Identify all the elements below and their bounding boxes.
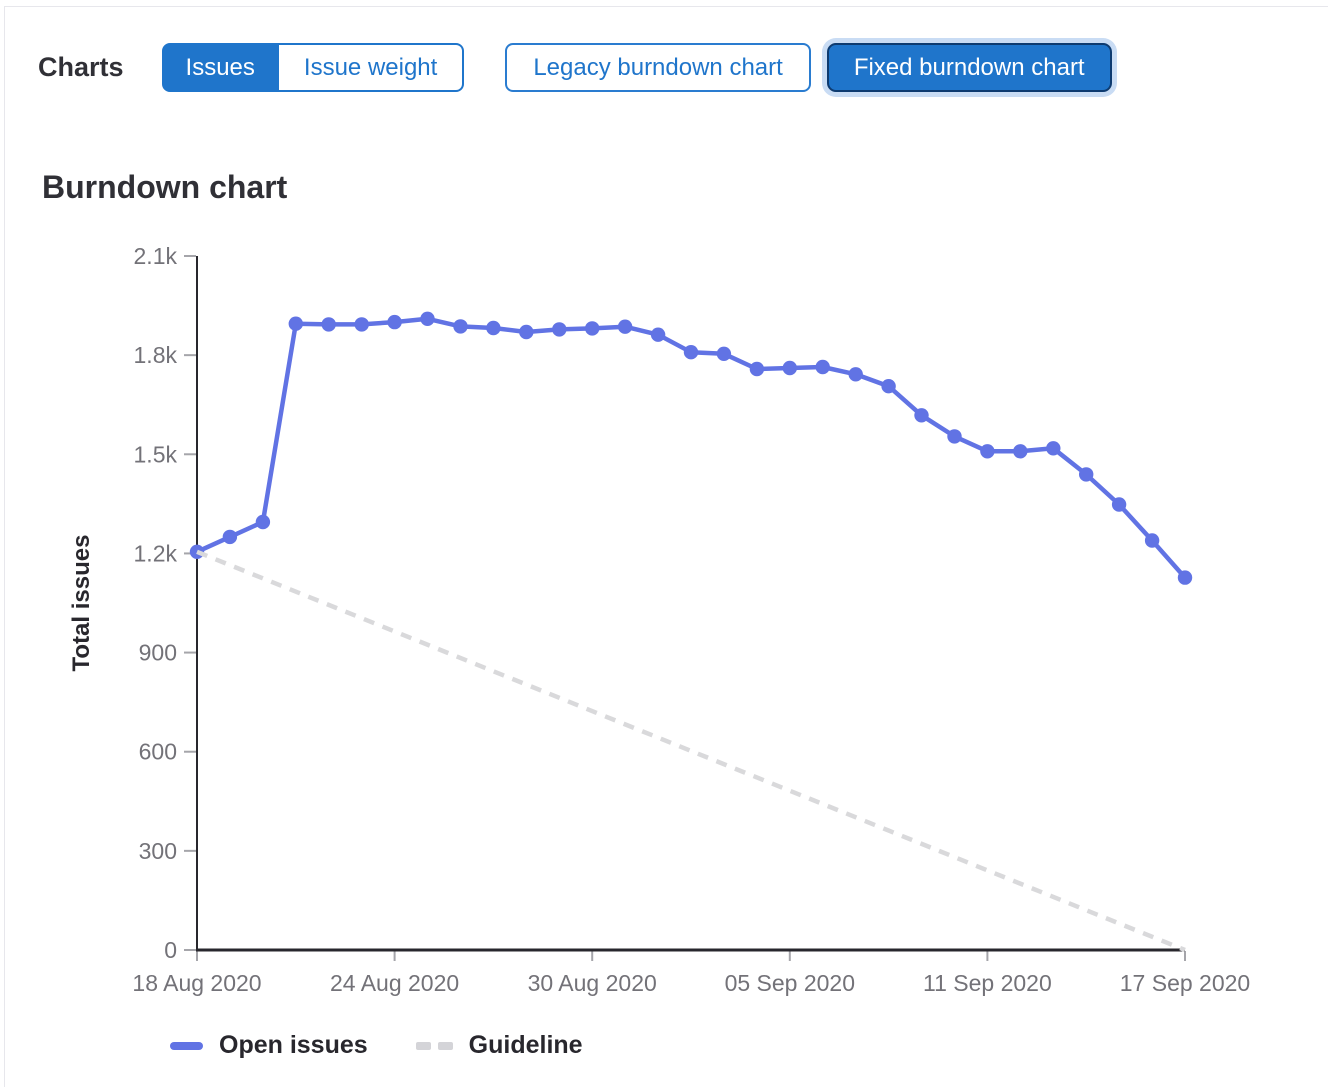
data-point[interactable] — [519, 324, 534, 340]
data-point[interactable] — [552, 322, 567, 337]
data-point[interactable] — [749, 361, 765, 377]
y-tick-label: 600 — [139, 739, 177, 765]
chart-type-toggle-group: Legacy burndown chart Fixed burndown cha… — [505, 43, 1112, 92]
burndown-chart-title: Burndown chart — [42, 169, 288, 205]
y-axis-title: Total issues — [68, 535, 95, 672]
data-point[interactable] — [1144, 533, 1160, 548]
y-tick-label: 0 — [164, 937, 177, 963]
x-tick-label: 24 Aug 2020 — [330, 970, 459, 996]
open-issues-line-swatch — [170, 1041, 203, 1050]
metric-toggle-group: Issues Issue weight — [161, 43, 465, 92]
x-tick-label: 11 Sep 2020 — [923, 970, 1052, 996]
data-point[interactable] — [1079, 467, 1094, 482]
y-tick-label: 1.5k — [134, 441, 178, 467]
data-point[interactable] — [255, 514, 271, 530]
data-point[interactable] — [453, 319, 468, 334]
fixed-burndown-chart-button[interactable]: Fixed burndown chart — [826, 43, 1112, 92]
data-point[interactable] — [288, 316, 303, 331]
data-point[interactable] — [683, 345, 699, 360]
toggle-issue-weight-button[interactable]: Issue weight — [278, 43, 465, 92]
data-point[interactable] — [881, 379, 896, 394]
x-tick-label: 05 Sep 2020 — [725, 970, 855, 996]
data-point[interactable] — [585, 321, 600, 336]
data-point[interactable] — [222, 529, 238, 545]
data-point[interactable] — [815, 359, 830, 375]
legend-item-open-issues[interactable]: Open issues — [170, 1031, 368, 1060]
legend-guideline-label: Guideline — [468, 1031, 583, 1059]
data-point[interactable] — [617, 319, 633, 334]
legacy-burndown-chart-button[interactable]: Legacy burndown chart — [505, 43, 811, 92]
data-point[interactable] — [354, 317, 369, 332]
x-tick-label: 30 Aug 2020 — [528, 970, 657, 996]
y-tick-label: 1.2k — [134, 540, 178, 566]
y-tick-label: 900 — [139, 640, 177, 666]
data-point[interactable] — [914, 408, 929, 423]
y-tick-label: 300 — [139, 838, 177, 864]
burndown-chart-canvas[interactable]: 0 300 600 900 1.2k 1.5k 1.8k 2.1k 18 Aug 2020 24 … — [5, 233, 1328, 1003]
x-tick-label: 17 Sep 2020 — [1120, 970, 1250, 996]
data-point[interactable] — [486, 320, 501, 336]
data-point[interactable] — [650, 327, 666, 342]
chart-legend: Open issues Guideline — [170, 1031, 1328, 1060]
data-point[interactable] — [782, 360, 797, 376]
page: Charts Issues Issue weight Legacy burndo… — [4, 6, 1328, 1087]
guideline-dash-swatch — [415, 1041, 453, 1050]
x-tick-label: 18 Aug 2020 — [132, 970, 261, 996]
data-point[interactable] — [1013, 444, 1028, 459]
data-point[interactable] — [716, 346, 732, 361]
data-point[interactable] — [1177, 570, 1193, 585]
legend-open-issues-label: Open issues — [219, 1031, 368, 1059]
y-tick-label: 2.1k — [134, 243, 178, 269]
data-point[interactable] — [848, 367, 863, 382]
data-point[interactable] — [387, 314, 402, 330]
data-point[interactable] — [980, 444, 995, 459]
charts-header: Charts Issues Issue weight Legacy burndo… — [38, 43, 1328, 92]
charts-label: Charts — [38, 52, 124, 82]
toggle-issues-button[interactable]: Issues — [161, 43, 279, 92]
data-point[interactable] — [1046, 441, 1061, 456]
data-point[interactable] — [947, 429, 962, 444]
data-point[interactable] — [420, 311, 435, 326]
data-point[interactable] — [321, 317, 336, 332]
data-point[interactable] — [1111, 497, 1127, 512]
legend-item-guideline[interactable]: Guideline — [415, 1031, 583, 1060]
guideline-line — [196, 549, 1186, 953]
y-tick-label: 1.8k — [134, 342, 178, 368]
